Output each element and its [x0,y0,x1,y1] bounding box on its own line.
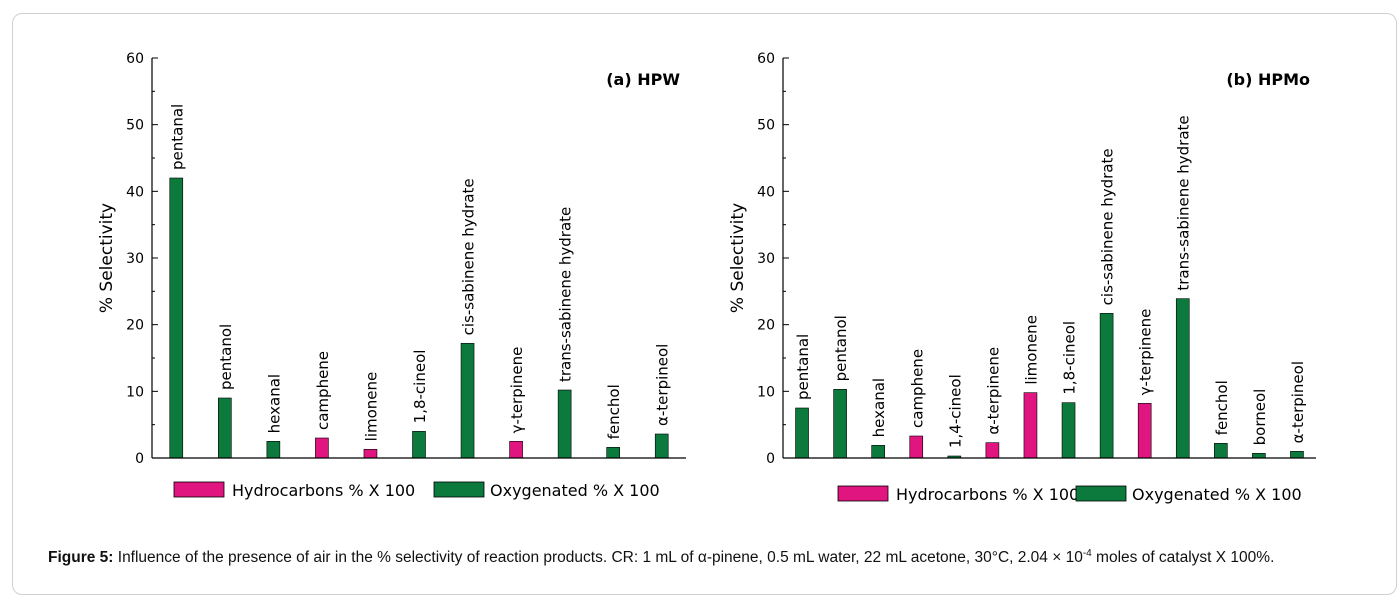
chart-b-bar-label-10: trans-sabinene hydrate [1175,115,1193,290]
chart-a-panel-label: (a) HPW [606,70,680,89]
chart-b-bar-11 [1214,443,1228,459]
chart-a-bar-8 [557,389,572,459]
chart-b-bar-12 [1252,453,1266,459]
chart-b-bar-10 [1175,298,1190,459]
chart-a-bar-label-3: camphene [314,351,332,430]
chart-b-bar-label-2: hexanal [870,378,888,437]
chart-b-bar-label-0: pentanal [794,334,812,400]
chart-a-y-axis-title: % Selectivity [97,203,117,313]
chart-a-bar-3 [315,437,329,459]
chart-b-bar-label-3: camphene [908,349,926,428]
chart-b-bar-label-1: pentanol [832,315,850,381]
chart-a-y-tick-label-0: 0 [135,451,144,467]
chart-a-bar-label-8: trans-sabinene hydrate [557,207,575,382]
chart-a-bar-label-5: 1,8-cineol [411,350,429,424]
chart-a-legend-swatch-oxygenated [433,481,485,498]
chart-a-bar-label-2: hexanal [265,374,283,433]
caption-text-end: moles of catalyst X 100%. [1091,549,1275,567]
chart-a-bar-label-1: pentanol [217,324,235,390]
chart-a-bar-6 [460,343,475,459]
chart-a-legend-swatch-hydrocarbons [173,481,225,498]
chart-a-y-tick-label-3: 30 [126,251,144,267]
chart-b-y-axis-title: % Selectivity [728,203,748,313]
chart-a-y-tick-label-5: 50 [126,118,144,134]
chart-b-legend-swatch-oxygenated [1075,485,1127,502]
chart-b-bar-label-7: 1,8-cineol [1061,321,1079,395]
chart-b-legend-swatch-hydrocarbons [837,485,889,502]
chart-b-y-tick-label-0: 0 [766,451,775,467]
chart-a-y-tick-label-4: 40 [126,184,144,200]
chart-b-bar-label-9: γ-terpinene [1137,309,1155,396]
chart-b-y-tick-label-3: 30 [757,251,775,267]
chart-b-bar-label-8: cis-sabinene hydrate [1099,148,1117,305]
chart-b-bar-label-13: α-terpineol [1289,361,1307,443]
chart-a-bar-label-0: pentanal [168,104,186,170]
chart-a-bar-label-4: limonene [362,372,380,442]
chart-a-legend-label-hydrocarbons: Hydrocarbons % X 100 [232,481,415,500]
chart-b-bar-label-12: borneol [1251,389,1269,446]
chart-a-legend-label-oxygenated: Oxygenated % X 100 [490,481,660,500]
chart-b-y-tick-label-5: 50 [757,118,775,134]
chart-a-bar-2 [266,441,281,459]
chart-a-bar-label-9: fenchol [605,384,623,439]
chart-a-bar-7 [509,441,523,459]
chart-b-y-tick-label-4: 40 [757,184,775,200]
chart-b-bar-6 [1023,392,1038,459]
caption-exponent: -4 [1082,548,1092,559]
chart-a-bar-9 [606,447,620,459]
chart-b-bar-1 [833,389,847,459]
chart-b-bar-label-11: fenchol [1213,380,1231,435]
chart-a-bar-label-7: γ-terpinene [508,347,526,434]
caption-label: Figure 5: [48,549,114,567]
chart-b-bar-7 [1061,402,1076,459]
chart-b-legend-label-oxygenated: Oxygenated % X 100 [1132,485,1302,504]
chart-b-y-tick-label-1: 10 [757,384,775,400]
chart-b-y-tick-label-6: 60 [757,51,775,67]
chart-b-bar-5 [985,442,1000,459]
chart-b-bar-label-6: limonene [1022,315,1040,385]
chart-a-bar-0 [169,177,184,459]
caption-text: Influence of the presence of air in the … [113,549,1083,567]
chart-b-legend-label-hydrocarbons: Hydrocarbons % X 100 [896,485,1079,504]
chart-b-bar-9 [1137,403,1152,459]
figure-frame [12,13,1397,595]
chart-b-y-tick-label-2: 20 [757,318,775,334]
chart-a-y-tick-label-2: 20 [126,318,144,334]
chart-a-bar-1 [218,397,232,459]
chart-b-bar-label-5: α-terpinene [984,347,1002,435]
chart-a-bar-label-6: cis-sabinene hydrate [460,178,478,335]
chart-b-bar-13 [1290,451,1304,459]
chart-a-hpw: pentanal pentanol hexanal camphene limonene 1… [97,51,686,500]
chart-b-bar-label-4: 1,4-cineol [946,374,964,448]
chart-b-panel-label: (b) HPMo [1226,70,1310,89]
chart-b-bar-8 [1099,313,1114,459]
figure-caption: Figure 5: Influence of the presence of a… [48,544,1383,568]
chart-a-y-tick-label-1: 10 [126,384,144,400]
chart-b-bar-3 [909,435,924,459]
chart-b-bar-0 [795,407,809,459]
chart-b-hpmo: pentanal pentanol hexanal camphene 1,4-cineo… [728,51,1316,504]
chart-a-bar-label-10: α-terpineol [654,344,672,426]
chart-a-bar-5 [412,431,426,459]
chart-b-bar-2 [871,445,885,459]
chart-a-bar-10 [654,433,669,459]
chart-a-y-tick-label-6: 60 [126,51,144,67]
chart-a-bar-4 [363,449,378,459]
